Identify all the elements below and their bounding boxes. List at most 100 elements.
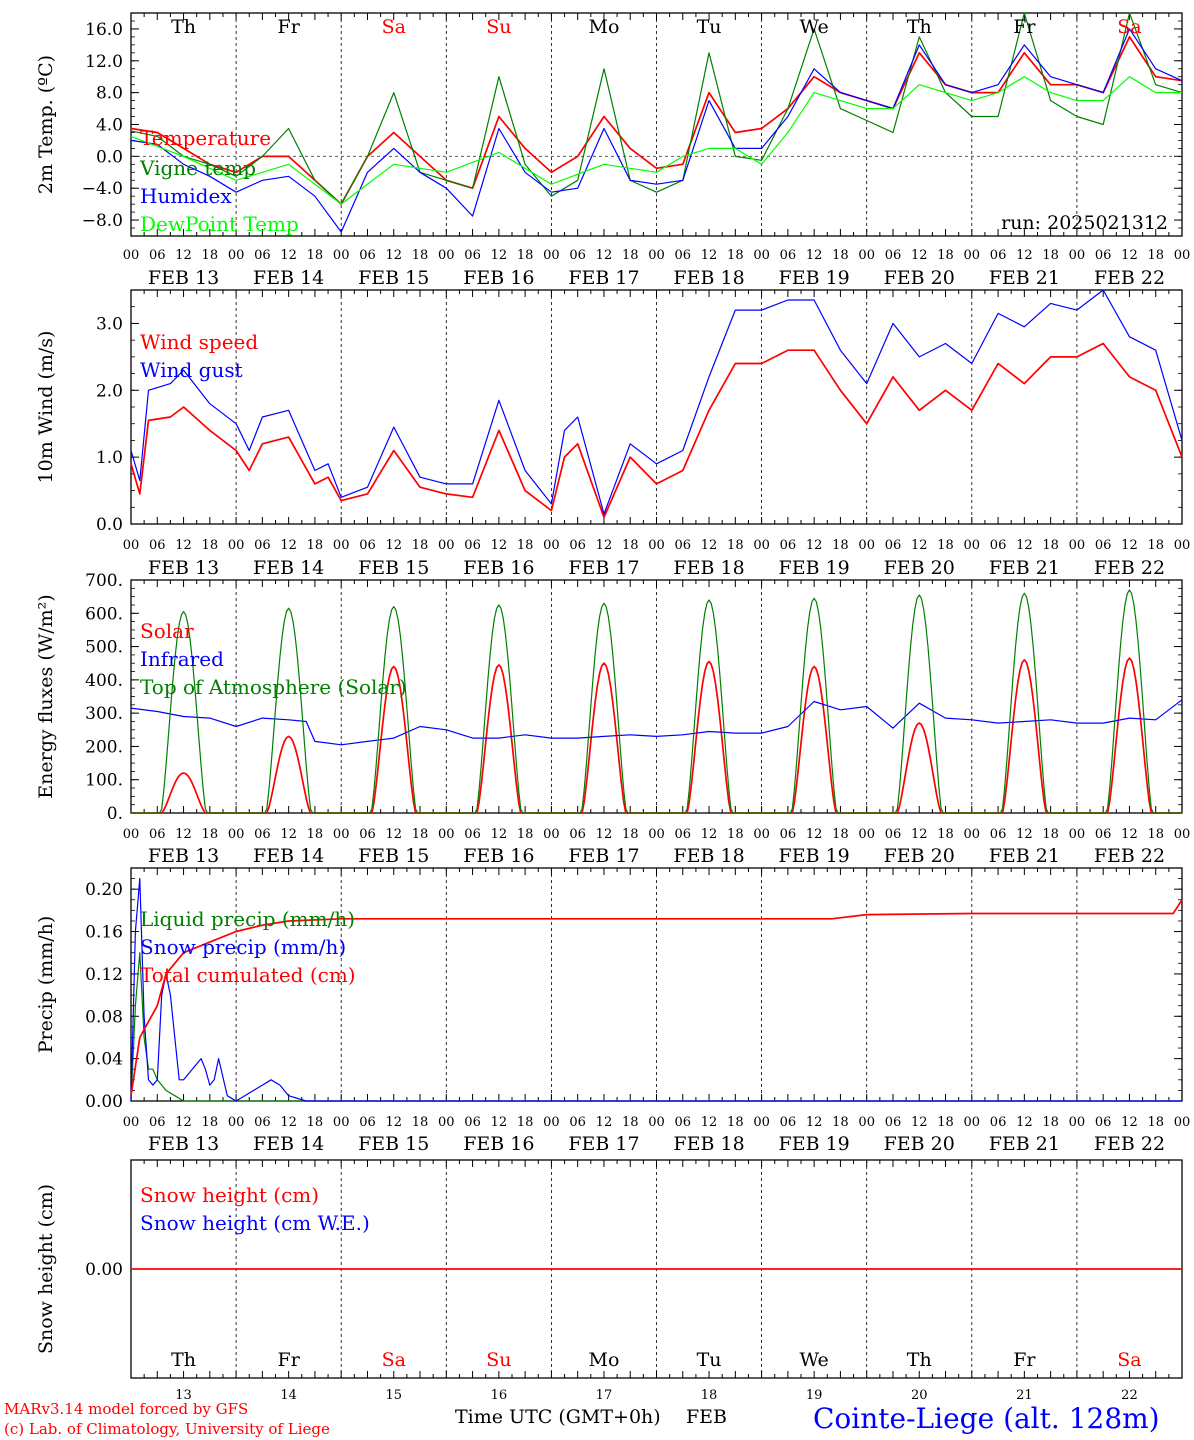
legend-label: Snow height (cm W.E.) (140, 1211, 370, 1235)
y-tick-label: 0.0 (96, 147, 123, 167)
y-tick-label: −4.0 (82, 179, 123, 199)
day-name-label: Su (486, 16, 511, 38)
hour-tick-label: 00 (228, 248, 245, 263)
hour-tick-label: 00 (1174, 248, 1191, 263)
hour-tick-label: 06 (569, 827, 586, 842)
hour-tick-label: 18 (517, 827, 534, 842)
hour-tick-label: 00 (1174, 538, 1191, 553)
hour-tick-label: 00 (228, 538, 245, 553)
hour-tick-label: 18 (307, 827, 324, 842)
date-tick-label: FEB 18 (673, 557, 744, 579)
hour-tick-label: 12 (491, 538, 508, 553)
hour-tick-label: 00 (753, 248, 770, 263)
hour-tick-label: 18 (202, 248, 219, 263)
hour-tick-label: 18 (1042, 1115, 1059, 1130)
day-name-label: We (800, 16, 829, 38)
panel-5 (130, 1159, 1183, 1379)
hour-tick-label: 00 (858, 248, 875, 263)
day-name-label: Fr (278, 1349, 301, 1371)
hour-tick-label: 18 (832, 538, 849, 553)
date-tick-label: FEB 21 (989, 557, 1060, 579)
hour-tick-label: 00 (1174, 827, 1191, 842)
hour-tick-label: 06 (464, 538, 481, 553)
hour-tick-label: 06 (149, 827, 166, 842)
date-tick-label: FEB 15 (358, 557, 429, 579)
date-tick-label: FEB 21 (989, 1133, 1060, 1155)
hour-tick-label: 12 (911, 1115, 928, 1130)
hour-tick-label: 18 (1042, 248, 1059, 263)
date-tick-label: FEB 22 (1094, 845, 1165, 867)
hour-tick-label: 00 (1174, 1115, 1191, 1130)
y-tick-label: 0.04 (85, 1050, 123, 1070)
series-line (130, 342, 1183, 519)
hour-tick-label: 06 (464, 248, 481, 263)
hour-tick-label: 12 (491, 827, 508, 842)
hour-tick-label: 06 (569, 248, 586, 263)
hour-tick-label: 18 (202, 827, 219, 842)
copyright-credit: (c) Lab. of Climatology, University of L… (4, 1420, 330, 1438)
legend-label: Infrared (140, 647, 224, 671)
y-tick-label: 4.0 (96, 116, 123, 136)
date-tick-label: FEB 19 (779, 1133, 850, 1155)
date-tick-label: FEB 22 (1094, 557, 1165, 579)
hour-tick-label: 12 (911, 248, 928, 263)
hour-tick-label: 18 (622, 827, 639, 842)
hour-tick-label: 06 (254, 827, 271, 842)
hour-tick-label: 00 (753, 1115, 770, 1130)
y-tick-label: 12.0 (85, 52, 123, 72)
hour-tick-label: 06 (990, 827, 1007, 842)
hour-tick-label: 06 (149, 248, 166, 263)
series-line (131, 589, 1182, 814)
hour-tick-label: 00 (648, 538, 665, 553)
series-line (130, 289, 1183, 515)
hour-tick-label: 12 (1016, 827, 1033, 842)
hour-tick-label: 18 (622, 1115, 639, 1130)
y-axis-label: Energy fluxes (W/m²) (35, 594, 57, 798)
hour-tick-label: 18 (622, 248, 639, 263)
panel-4 (130, 867, 1183, 1102)
month-label: FEB (686, 1406, 728, 1428)
y-axis-label: Precip (mm/h) (35, 916, 57, 1054)
hour-tick-label: 06 (149, 1115, 166, 1130)
y-tick-label: 2.0 (96, 381, 123, 401)
hour-tick-label: 12 (175, 827, 192, 842)
date-tick-label: FEB 15 (358, 267, 429, 289)
date-tick-label: FEB 17 (568, 267, 639, 289)
hour-tick-label: 18 (412, 1115, 429, 1130)
y-tick-label: −8.0 (82, 211, 123, 231)
hour-tick-label: 00 (1069, 827, 1086, 842)
hour-tick-label: 06 (569, 538, 586, 553)
hour-tick-label: 12 (911, 538, 928, 553)
hour-tick-label: 12 (701, 248, 718, 263)
panel-1 (130, 12, 1183, 237)
hour-tick-label: 06 (675, 827, 692, 842)
series-line (130, 878, 1182, 1102)
hour-tick-label: 12 (596, 248, 613, 263)
hour-tick-label: 12 (491, 248, 508, 263)
date-tick-label: FEB 20 (884, 845, 955, 867)
legend-label: Snow precip (mm/h) (140, 935, 346, 959)
day-name-label: Sa (1117, 1349, 1141, 1371)
hour-tick-label: 18 (832, 827, 849, 842)
hour-tick-label: 00 (648, 1115, 665, 1130)
hour-tick-label: 06 (254, 1115, 271, 1130)
y-tick-label: 200. (85, 737, 123, 757)
hour-tick-label: 12 (280, 1115, 297, 1130)
date-tick-label: FEB 18 (673, 267, 744, 289)
hour-tick-label: 06 (675, 1115, 692, 1130)
hour-tick-label: 12 (175, 1115, 192, 1130)
hour-tick-label: 18 (937, 1115, 954, 1130)
day-number-label: 20 (911, 1388, 928, 1403)
hour-tick-label: 12 (701, 538, 718, 553)
hour-tick-label: 18 (307, 248, 324, 263)
hour-tick-label: 06 (1095, 538, 1112, 553)
y-tick-label: 600. (85, 604, 123, 624)
hour-tick-label: 06 (675, 248, 692, 263)
hour-tick-label: 18 (937, 248, 954, 263)
day-name-label: Th (171, 16, 196, 38)
day-number-label: 18 (701, 1388, 718, 1403)
hour-tick-label: 18 (307, 1115, 324, 1130)
hour-tick-label: 12 (806, 538, 823, 553)
y-tick-label: 0.12 (85, 965, 123, 985)
day-name-label: Tu (697, 1349, 722, 1371)
